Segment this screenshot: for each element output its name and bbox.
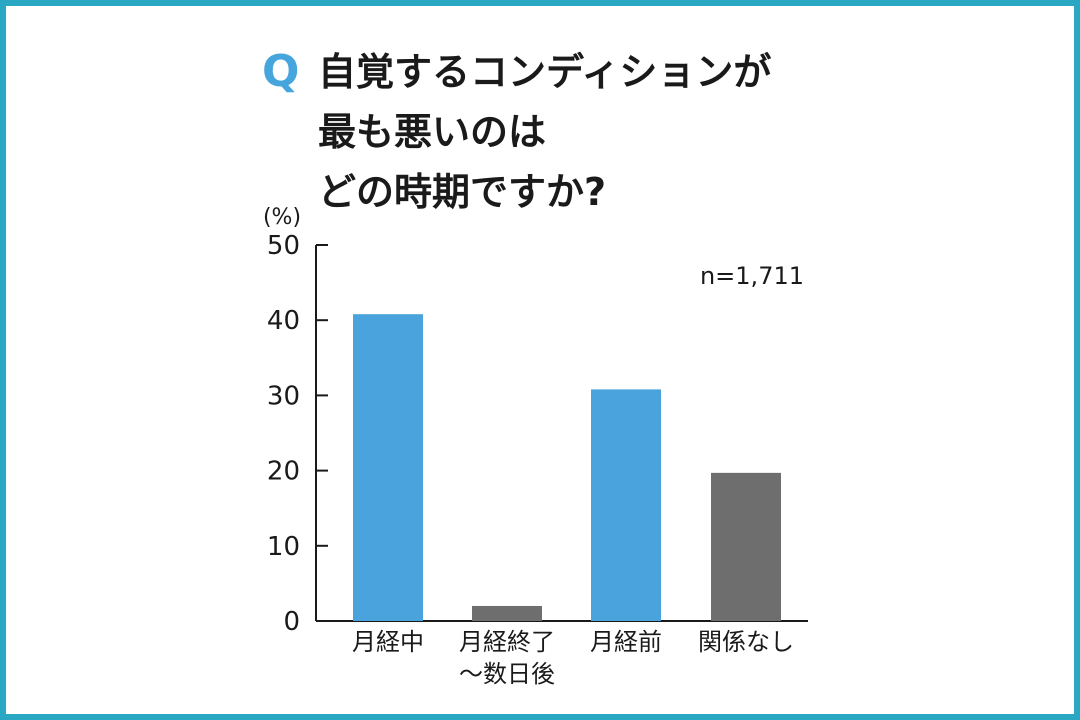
bar-1 <box>353 314 423 621</box>
bar-2 <box>472 605 542 621</box>
bar-3 <box>591 389 661 621</box>
x-category-label: 関係なし <box>698 628 794 656</box>
y-tick-label: 40 <box>267 306 300 336</box>
y-tick-label: 0 <box>283 607 300 637</box>
x-category-label: 月経中 <box>352 628 424 656</box>
sample-size-note: n=1,711 <box>700 262 804 290</box>
title-line-3: どの時期ですか? <box>318 170 607 214</box>
y-tick-label: 20 <box>267 457 300 487</box>
x-category-label: 月経前 <box>590 628 662 656</box>
y-unit-label: (%) <box>263 205 301 230</box>
x-category-label: ～数日後 <box>459 660 555 688</box>
chart-title: 自覚するコンディションが 最も悪いのは どの時期ですか? <box>318 42 838 222</box>
question-mark-label: Q <box>262 46 300 97</box>
title-line-2: 最も悪いのは <box>318 110 547 154</box>
title-line-1: 自覚するコンディションが <box>318 50 772 94</box>
y-tick-label: 30 <box>267 381 300 411</box>
x-category-label: 月経終了 <box>459 628 555 656</box>
bar-4 <box>711 472 781 621</box>
y-tick-label: 50 <box>267 231 300 261</box>
y-tick-label: 10 <box>267 532 300 562</box>
